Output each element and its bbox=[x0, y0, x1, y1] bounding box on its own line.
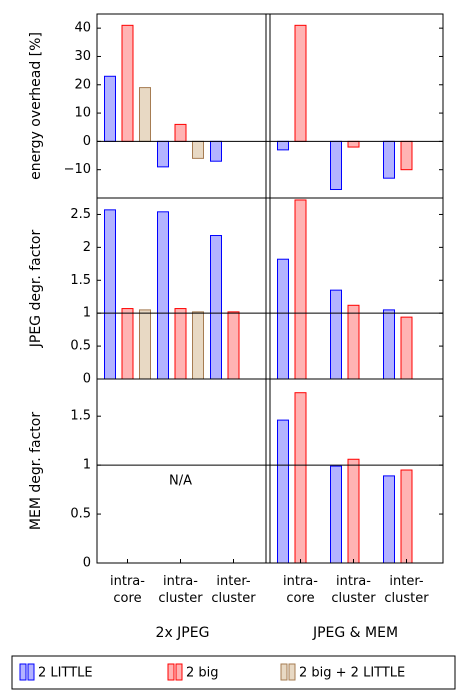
bar bbox=[277, 258, 289, 380]
bar bbox=[192, 311, 204, 380]
bar bbox=[294, 199, 307, 380]
bar bbox=[347, 140, 360, 148]
legend-frame bbox=[11, 655, 456, 690]
y-tick-label: 1.5 bbox=[70, 409, 91, 424]
bar bbox=[139, 87, 151, 142]
y-tick-label: 1 bbox=[83, 306, 91, 321]
y-tick-label: 0 bbox=[83, 372, 91, 387]
y-tick-label: 10 bbox=[74, 106, 91, 121]
legend-label: 2 big + 2 LITTLE bbox=[299, 666, 405, 681]
annotation: N/A bbox=[169, 474, 192, 489]
bar bbox=[330, 465, 342, 564]
x-tick-label: intra- core bbox=[110, 574, 145, 606]
legend-swatch bbox=[19, 663, 27, 681]
bar bbox=[277, 140, 289, 151]
bar bbox=[294, 24, 307, 142]
bar bbox=[330, 140, 342, 191]
y-axis-label: MEM degr. factor bbox=[28, 412, 44, 530]
y-tick-label: 1 bbox=[83, 458, 91, 473]
bar bbox=[157, 140, 169, 168]
group-label: JPEG & MEM bbox=[312, 625, 398, 641]
bar bbox=[157, 211, 169, 380]
bar bbox=[104, 75, 116, 142]
y-tick-label: 2 bbox=[83, 240, 91, 255]
bar bbox=[210, 140, 222, 162]
legend-label: 2 LITTLE bbox=[38, 666, 93, 681]
x-tick-label: intra- cluster bbox=[158, 574, 203, 606]
bar bbox=[383, 140, 395, 179]
y-axis-label: energy overhead [%] bbox=[28, 32, 44, 180]
bar bbox=[330, 289, 342, 380]
y-tick-label: 20 bbox=[74, 77, 91, 92]
legend-swatch bbox=[280, 663, 288, 681]
bar bbox=[383, 475, 395, 564]
bar bbox=[192, 140, 204, 159]
y-tick-label: −10 bbox=[64, 162, 91, 177]
bar bbox=[121, 24, 134, 142]
bar bbox=[174, 308, 187, 380]
bar bbox=[210, 235, 222, 380]
y-tick-label: 1.5 bbox=[70, 273, 91, 288]
x-tick-label: intra- core bbox=[283, 574, 318, 606]
bar bbox=[400, 140, 413, 171]
bar bbox=[383, 309, 395, 380]
bar bbox=[347, 458, 360, 564]
y-axis-label: JPEG degr. factor bbox=[28, 230, 44, 349]
bar bbox=[277, 419, 289, 564]
legend-swatch bbox=[27, 663, 35, 681]
legend-swatch bbox=[288, 663, 296, 681]
x-tick-label: inter- cluster bbox=[384, 574, 429, 606]
bar bbox=[294, 392, 307, 564]
y-tick-label: 0 bbox=[83, 556, 91, 571]
y-tick-label: 40 bbox=[74, 21, 91, 36]
bar bbox=[121, 308, 134, 380]
bar bbox=[104, 209, 116, 380]
bar bbox=[400, 316, 413, 380]
x-tick-label: inter- cluster bbox=[211, 574, 256, 606]
legend-swatch bbox=[167, 663, 175, 681]
legend-label: 2 big bbox=[186, 666, 219, 681]
y-tick-label: 30 bbox=[74, 49, 91, 64]
y-tick-label: 2.5 bbox=[70, 207, 91, 222]
y-tick-label: 0.5 bbox=[70, 507, 91, 522]
bar bbox=[400, 469, 413, 564]
bar bbox=[227, 311, 240, 380]
y-tick-label: 0 bbox=[83, 134, 91, 149]
legend-swatch bbox=[175, 663, 183, 681]
group-label: 2x JPEG bbox=[156, 625, 210, 641]
y-tick-label: 0.5 bbox=[70, 339, 91, 354]
bar bbox=[139, 309, 151, 380]
bar bbox=[347, 304, 360, 380]
x-tick-label: intra- cluster bbox=[331, 574, 376, 606]
bar bbox=[174, 123, 187, 142]
